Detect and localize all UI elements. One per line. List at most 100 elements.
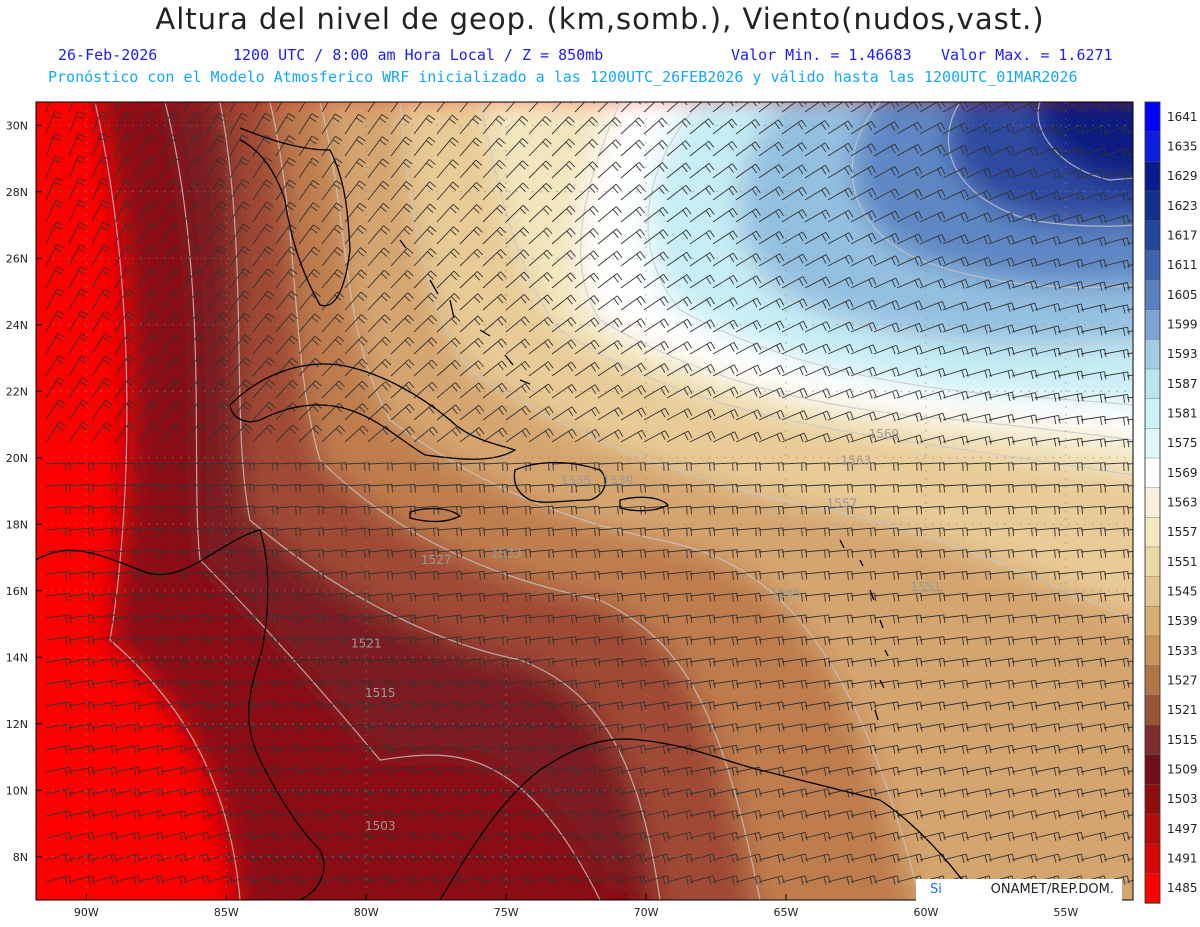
barb-flag <box>123 159 131 165</box>
barb-flag <box>732 593 734 602</box>
barb-flag <box>873 389 877 398</box>
barb-flag <box>288 91 295 95</box>
barb-flag <box>262 138 271 144</box>
barb-flag <box>943 614 946 623</box>
barb-flag <box>1127 416 1130 425</box>
barb-flag <box>426 229 434 236</box>
barb-flag <box>728 166 734 173</box>
barb-flag <box>895 102 899 107</box>
barb-staff <box>344 744 369 751</box>
barb-flag <box>892 724 896 733</box>
barb-staff <box>873 831 898 839</box>
barb-flag <box>1104 416 1107 425</box>
barb-flag <box>360 269 368 276</box>
barb-flag <box>891 279 896 288</box>
barb-flag <box>1104 438 1107 447</box>
barb-flag <box>317 746 321 755</box>
barb-flag <box>157 550 159 559</box>
barb-flag <box>103 266 111 272</box>
barb-staff <box>804 102 821 113</box>
barb-staff <box>1011 102 1034 113</box>
barb-staff <box>712 364 735 377</box>
barb-flag <box>800 702 804 711</box>
barb-staff <box>459 831 484 839</box>
barb-staff <box>758 231 780 245</box>
barb-flag <box>436 853 440 862</box>
barb-staff <box>827 102 844 113</box>
barb-flag <box>965 788 969 797</box>
barb-staff <box>1103 304 1128 311</box>
barb-flag <box>184 658 187 667</box>
barb-staff <box>551 428 573 443</box>
barb-flag <box>317 767 321 776</box>
barb-staff <box>1126 396 1133 399</box>
barb-staff <box>1080 348 1105 355</box>
barb-flag <box>126 425 134 432</box>
barb-staff <box>367 484 392 487</box>
barb-flag <box>844 145 850 153</box>
barb-staff <box>1126 704 1133 707</box>
barb-flag <box>217 271 225 277</box>
barb-flag <box>335 428 343 435</box>
barb-flag <box>732 550 734 559</box>
barb-flag <box>218 156 227 162</box>
barb-flag <box>413 832 417 841</box>
barb-flag <box>262 116 270 122</box>
barb-flag <box>736 527 739 536</box>
barb-staff <box>804 365 828 377</box>
barb-flag <box>730 411 735 419</box>
barb-flag <box>895 277 900 286</box>
barb-staff <box>275 831 300 839</box>
barb-flag <box>548 428 554 436</box>
barb-flag <box>478 855 482 863</box>
barb-staff <box>689 430 712 443</box>
barb-flag <box>1104 658 1107 667</box>
barb-staff <box>413 810 438 817</box>
barb-staff <box>137 356 153 377</box>
barb-flag <box>386 767 390 776</box>
barb-flag <box>309 139 317 145</box>
barb-flag <box>591 116 598 124</box>
barb-staff <box>275 179 290 201</box>
barb-staff <box>574 295 595 311</box>
barb-flag <box>266 223 274 230</box>
barb-staff <box>367 203 384 223</box>
barb-flag <box>962 637 965 646</box>
barb-flag <box>733 319 739 328</box>
barb-flag <box>340 746 344 755</box>
barb-flag <box>522 138 529 145</box>
barb-flag <box>156 702 160 711</box>
barb-staff <box>988 810 1013 817</box>
barb-staff <box>873 121 895 135</box>
barb-flag <box>966 506 968 515</box>
barb-flag <box>133 833 137 842</box>
barb-flag <box>125 314 133 320</box>
barb-flag <box>598 767 601 776</box>
barb-staff <box>229 223 244 245</box>
barb-flag <box>242 404 250 411</box>
barb-staff <box>965 368 990 377</box>
barb-staff <box>689 462 714 465</box>
barb-flag <box>172 222 181 228</box>
barb-flag <box>474 363 481 370</box>
barb-flag <box>616 702 620 711</box>
barb-flag <box>386 855 390 863</box>
barb-flag <box>984 811 988 820</box>
barb-flag <box>460 767 463 776</box>
barb-staff <box>1126 308 1133 311</box>
barb-flag <box>275 810 279 819</box>
barb-flag <box>522 182 529 189</box>
barb-staff <box>942 462 967 465</box>
barb-flag <box>1054 658 1057 668</box>
barb-staff <box>574 102 586 113</box>
barb-flag <box>192 138 201 143</box>
barb-flag <box>988 324 992 333</box>
barb-flag <box>478 702 482 711</box>
barb-flag <box>505 788 509 797</box>
barb-staff <box>827 636 852 641</box>
barb-staff <box>689 229 710 245</box>
barb-staff <box>712 549 737 553</box>
barb-flag <box>172 381 180 388</box>
barb-staff <box>919 505 944 509</box>
barb-flag <box>913 168 919 177</box>
